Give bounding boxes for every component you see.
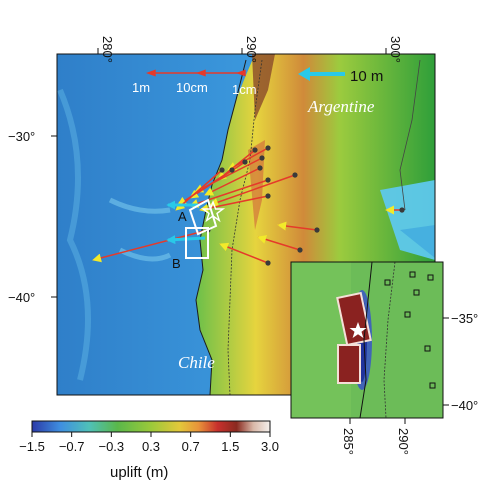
reference-arrow-label: 10 m [350, 68, 383, 85]
scale-label-1cm: 1cm [232, 82, 257, 97]
lat-tick-30: −30° [8, 129, 35, 144]
coastline [195, 59, 247, 395]
colorbar-tick-label: 0.7 [182, 439, 200, 454]
inset-lat-tick-35: −35° [451, 311, 478, 326]
scale-label-10cm: 10cm [176, 80, 208, 95]
fault-segment-a [188, 198, 218, 236]
segment-label-b: B [172, 256, 181, 271]
inset-map: −35° −40° 285° 290° [290, 261, 478, 455]
inset-lat-tick-40: −40° [451, 398, 478, 413]
displacement-arrow [219, 242, 269, 264]
displacement-arrow [257, 235, 301, 251]
lat-tick-40: −40° [8, 290, 35, 305]
colorbar-label: uplift (m) [110, 464, 168, 481]
colorbar: −1.5 −0.7 −0.3 0.3 0.7 1.5 3.0 uplift (m) [19, 420, 279, 481]
main-map-frame [56, 53, 436, 396]
national-border [227, 59, 263, 395]
displacement-arrow [209, 174, 296, 207]
displacement-arrow [175, 169, 223, 211]
lon-tick-300: 300° [388, 36, 403, 63]
label-argentine: Argentine [307, 97, 375, 116]
colorbar-tick-label: 1.5 [221, 439, 239, 454]
lon-tick-290: 290° [244, 36, 259, 63]
label-chile: Chile [178, 353, 215, 372]
colorbar-tick-label: −1.5 [19, 439, 45, 454]
epicenter-star [200, 199, 226, 223]
scale-arrows [145, 69, 246, 77]
colorbar-tick-label: −0.7 [59, 439, 85, 454]
fault-segments [185, 198, 218, 259]
displacement-arrow [204, 167, 261, 196]
lon-tick-280: 280° [100, 36, 115, 63]
colorbar-tick-label: −0.3 [98, 439, 124, 454]
fault-segment-b [185, 227, 209, 259]
colorbar-tick-label: 3.0 [261, 439, 279, 454]
inset-lon-tick-290: 290° [396, 428, 411, 455]
main-map [57, 54, 435, 395]
colorbar-tick-label: 0.3 [142, 439, 160, 454]
displacement-arrow [277, 221, 318, 231]
segment-label-a: A [178, 209, 187, 224]
displacement-arrow [92, 229, 209, 263]
scale-label-1m: 1m [132, 80, 150, 95]
inset-lon-tick-285: 285° [341, 428, 356, 455]
